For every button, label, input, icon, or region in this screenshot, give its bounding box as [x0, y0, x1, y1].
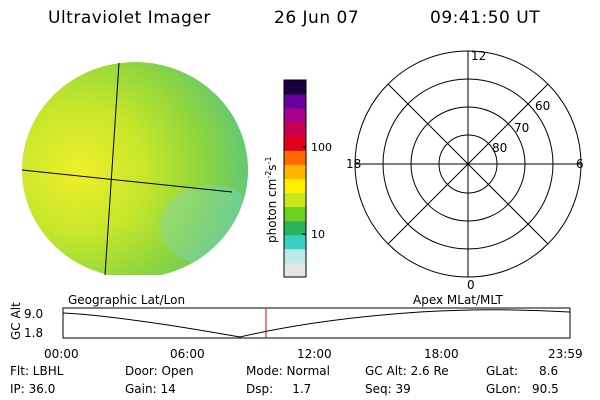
- polar-grid-panel: 12 18 6 0 60 70 80: [346, 49, 584, 291]
- colorbar-band: [284, 94, 306, 109]
- colorbar-gradient: [284, 80, 306, 278]
- colorbar-band: [284, 178, 306, 194]
- earth-image-panel: [21, 62, 248, 275]
- flt-label: Flt: LBHL: [10, 364, 64, 378]
- colorbar-tick-100: 100: [311, 141, 332, 154]
- mlt-label-12: 12: [471, 49, 486, 63]
- altitude-curve: [62, 309, 571, 338]
- ip-label: IP: 36.0: [10, 382, 56, 396]
- colorbar-tick-10: 10: [311, 228, 325, 241]
- colorbar: 100 10 photon cm-2s-1: [264, 79, 332, 278]
- y-tick-1.8: 1.8: [24, 326, 43, 340]
- altitude-plot-frame: [62, 307, 571, 339]
- colorbar-band: [284, 80, 306, 95]
- x-tick-0000: 00:00: [44, 347, 79, 360]
- seq-label: Seq: 39: [365, 382, 411, 396]
- colorbar-band: [284, 234, 306, 250]
- latitude-line: [21, 169, 233, 193]
- gain-label: Gain: 14: [125, 382, 176, 396]
- glat-value: 8.6: [539, 364, 559, 378]
- mlt-label-0: 0: [467, 278, 475, 291]
- x-tick-1200: 12:00: [297, 347, 332, 360]
- x-tick-0600: 06:00: [170, 347, 205, 360]
- y-tick-9: 9.0: [24, 307, 43, 321]
- colorbar-band: [284, 108, 306, 123]
- date-label: 26 Jun 07: [274, 8, 360, 28]
- colorbar-band: [284, 206, 306, 222]
- y-axis-label: GC Alt: [9, 302, 23, 340]
- colorbar-band: [284, 136, 306, 151]
- apex-label: Apex MLat/MLT: [413, 293, 503, 307]
- colorbar-band: [284, 164, 306, 179]
- colorbar-band: [284, 122, 306, 137]
- mode-label: Mode: Normal: [246, 364, 330, 378]
- colorbar-band: [284, 150, 306, 165]
- lat-label-80: 80: [492, 141, 507, 155]
- glon-label: GLon:: [486, 382, 521, 396]
- colorbar-band: [284, 220, 306, 236]
- mlt-label-6: 6: [576, 157, 584, 171]
- colorbar-band: [284, 192, 306, 208]
- x-tick-2359: 23:59: [548, 347, 583, 360]
- mlt-label-18: 18: [346, 157, 361, 171]
- colorbar-units-label: photon cm-2s-1: [264, 156, 279, 243]
- colorbar-band: [284, 248, 306, 264]
- x-tick-1800: 18:00: [424, 347, 459, 360]
- dsp-label: Dsp: 1.7: [246, 382, 312, 396]
- altitude-plot: Geographic Lat/Lon Apex MLat/MLT GC Alt …: [9, 293, 583, 360]
- door-label: Door: Open: [125, 364, 194, 378]
- lat-label-60: 60: [535, 99, 550, 113]
- glon-value: 90.5: [532, 382, 559, 396]
- gc-alt-label: GC Alt: 2.6 Re: [365, 364, 449, 378]
- geographic-label: Geographic Lat/Lon: [68, 293, 185, 307]
- instrument-title: Ultraviolet Imager: [48, 8, 211, 28]
- glat-label: GLat:: [486, 364, 519, 378]
- colorbar-band: [284, 262, 306, 278]
- lat-label-70: 70: [514, 121, 529, 135]
- time-label: 09:41:50 UT: [430, 8, 541, 28]
- longitude-line: [104, 62, 120, 275]
